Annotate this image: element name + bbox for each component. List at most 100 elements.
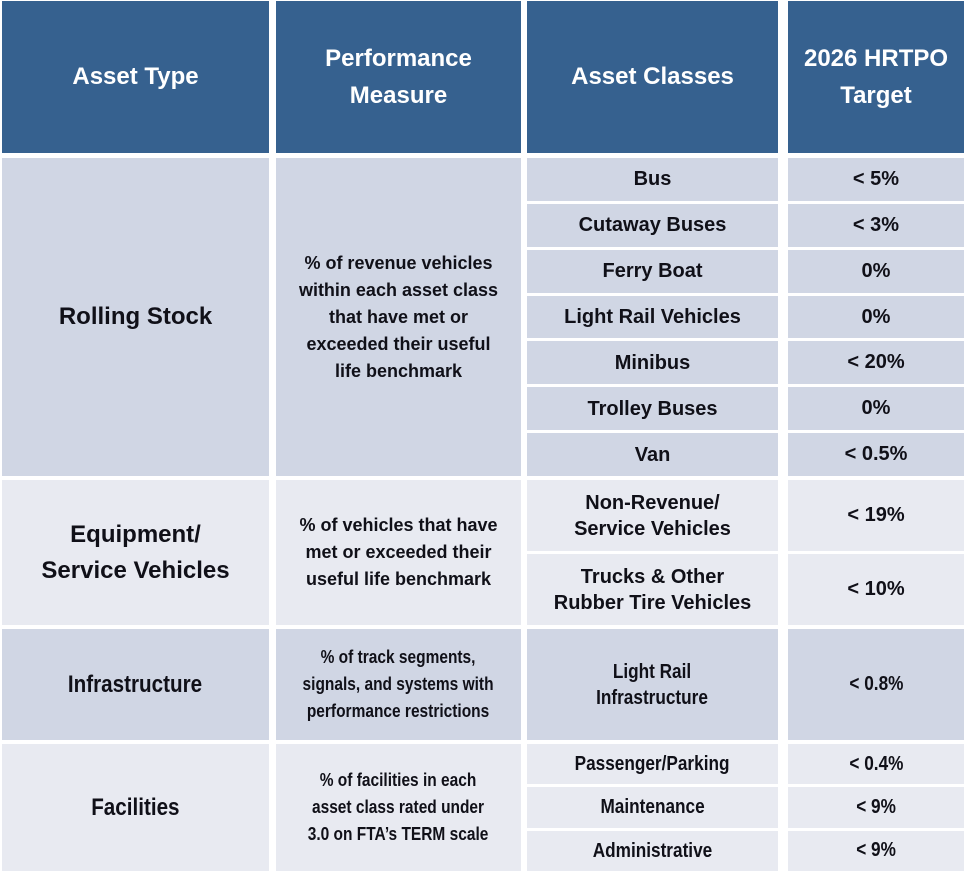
- asset-class-label: Light Rail Vehicles: [564, 306, 741, 328]
- asset-class-cell: Ferry Boat: [527, 249, 778, 293]
- target-value: < 20%: [847, 351, 905, 374]
- asset-class-label: Non-Revenue/ Service Vehicles: [574, 491, 731, 540]
- asset-class-cell: Bus: [527, 158, 778, 201]
- target-value: 0%: [861, 259, 891, 282]
- asset-class-label: Cutaway Buses: [578, 214, 727, 237]
- asset-type-label: Rolling Stock: [58, 303, 213, 330]
- asset-class-label: Trucks & Other Rubber Tire Vehicles: [553, 565, 752, 614]
- target-cell: < 5%: [788, 158, 964, 201]
- target-cell: 0%: [788, 295, 964, 339]
- table-row: Trolley Buses 0%: [527, 387, 964, 431]
- target-cell: < 9%: [788, 830, 964, 871]
- asset-class-label: Minibus: [614, 351, 691, 374]
- performance-measure-text: % of revenue vehicles within each asset …: [298, 252, 499, 381]
- table-row: Minibus < 20%: [527, 341, 964, 385]
- asset-class-label: Administrative: [592, 839, 713, 862]
- asset-class-label: Ferry Boat: [602, 260, 703, 283]
- column-divider: [778, 480, 788, 551]
- column-divider: [778, 787, 788, 828]
- asset-class-cell: Maintenance: [527, 787, 778, 828]
- header-label: 2026 HRTPO Target: [803, 44, 949, 109]
- target-value: < 3%: [852, 213, 900, 236]
- asset-class-cell: Van: [527, 433, 778, 477]
- column-divider: [778, 203, 788, 247]
- column-divider: [778, 433, 788, 477]
- asset-type-label: Facilities: [91, 793, 180, 821]
- asset-class-rows-facilities: Passenger/Parking < 0.4% Maintenance < 9…: [527, 744, 964, 871]
- header-label: Performance Measure: [325, 44, 472, 109]
- asset-type-cell-facilities: Facilities: [2, 744, 269, 871]
- asset-type-cell-rolling-stock: Rolling Stock: [2, 158, 269, 476]
- table-row: Non-Revenue/ Service Vehicles < 19%: [527, 480, 964, 551]
- target-cell: < 10%: [788, 554, 964, 625]
- table-row: Maintenance < 9%: [527, 787, 964, 828]
- asset-class-cell: Cutaway Buses: [527, 203, 778, 247]
- column-divider: [778, 249, 788, 293]
- target-value: < 0.5%: [844, 443, 908, 466]
- asset-type-label: Equipment/ Service Vehicles: [41, 520, 230, 584]
- performance-measure-text: % of vehicles that have met or exceeded …: [299, 515, 498, 589]
- column-divider: [778, 387, 788, 431]
- table-row: Bus < 5%: [527, 158, 964, 201]
- target-value: < 5%: [852, 167, 900, 190]
- target-value: 0%: [861, 305, 891, 328]
- asset-class-label: Bus: [633, 168, 672, 191]
- asset-class-cell: Light Rail Infrastructure: [527, 629, 778, 740]
- column-divider: [778, 554, 788, 625]
- asset-class-cell: Trucks & Other Rubber Tire Vehicles: [527, 554, 778, 625]
- header-cell-asset-classes: Asset Classes: [527, 1, 778, 153]
- performance-measure-cell-infrastructure: % of track segments, signals, and system…: [276, 629, 521, 740]
- asset-class-cell: Passenger/Parking: [527, 744, 778, 785]
- asset-class-cell: Trolley Buses: [527, 387, 778, 431]
- performance-measure-cell-rolling-stock: % of revenue vehicles within each asset …: [276, 158, 521, 476]
- target-cell: < 0.4%: [788, 744, 964, 785]
- asset-type-cell-equipment: Equipment/ Service Vehicles: [2, 480, 269, 625]
- column-divider: [778, 744, 788, 785]
- asset-class-label: Trolley Buses: [587, 397, 718, 420]
- target-cell: < 0.5%: [788, 433, 964, 477]
- asset-class-label: Light Rail Infrastructure: [596, 660, 709, 709]
- table-row: Passenger/Parking < 0.4%: [527, 744, 964, 785]
- asset-class-label: Maintenance: [600, 796, 705, 819]
- performance-measure-text: % of facilities in each asset class rate…: [308, 770, 489, 844]
- header-label: Asset Type: [72, 63, 199, 91]
- asset-class-label: Van: [634, 443, 671, 466]
- target-cell: < 0.8%: [788, 629, 964, 740]
- column-divider: [778, 158, 788, 201]
- table-row: Administrative < 9%: [527, 830, 964, 871]
- target-cell: 0%: [788, 249, 964, 293]
- asset-class-cell: Administrative: [527, 830, 778, 871]
- column-divider: [778, 341, 788, 385]
- asset-class-cell: Minibus: [527, 341, 778, 385]
- target-cell: < 19%: [788, 480, 964, 551]
- performance-measure-cell-facilities: % of facilities in each asset class rate…: [276, 744, 521, 871]
- column-divider: [778, 830, 788, 871]
- asset-type-cell-infrastructure: Infrastructure: [2, 629, 269, 740]
- target-value: < 0.4%: [848, 752, 904, 775]
- asset-class-cell: Light Rail Vehicles: [527, 295, 778, 339]
- header-cell-hrtpo-target: 2026 HRTPO Target: [788, 1, 964, 153]
- table-row: Cutaway Buses < 3%: [527, 203, 964, 247]
- asset-class-label: Passenger/Parking: [575, 753, 730, 776]
- target-value: < 9%: [856, 795, 896, 818]
- target-value: < 9%: [856, 839, 896, 862]
- table-row: Ferry Boat 0%: [527, 249, 964, 293]
- column-divider: [778, 629, 788, 740]
- header-cell-asset-type: Asset Type: [2, 1, 269, 153]
- table-row: Light Rail Infrastructure < 0.8%: [527, 629, 964, 740]
- asset-type-label: Infrastructure: [68, 670, 203, 698]
- target-value: < 0.8%: [848, 673, 904, 695]
- table-row: Trucks & Other Rubber Tire Vehicles < 10…: [527, 554, 964, 625]
- asset-class-rows-infrastructure: Light Rail Infrastructure < 0.8%: [527, 629, 964, 740]
- target-cell: < 3%: [788, 203, 964, 247]
- target-cell: < 20%: [788, 341, 964, 385]
- header-cell-performance-measure: Performance Measure: [276, 1, 521, 153]
- target-value: < 10%: [847, 578, 905, 600]
- header-label: Asset Classes: [571, 63, 734, 91]
- performance-measure-cell-equipment: % of vehicles that have met or exceeded …: [276, 480, 521, 625]
- performance-measure-text: % of track segments, signals, and system…: [302, 647, 494, 721]
- target-cell: 0%: [788, 387, 964, 431]
- column-divider: [778, 295, 788, 339]
- target-value: < 19%: [847, 504, 905, 526]
